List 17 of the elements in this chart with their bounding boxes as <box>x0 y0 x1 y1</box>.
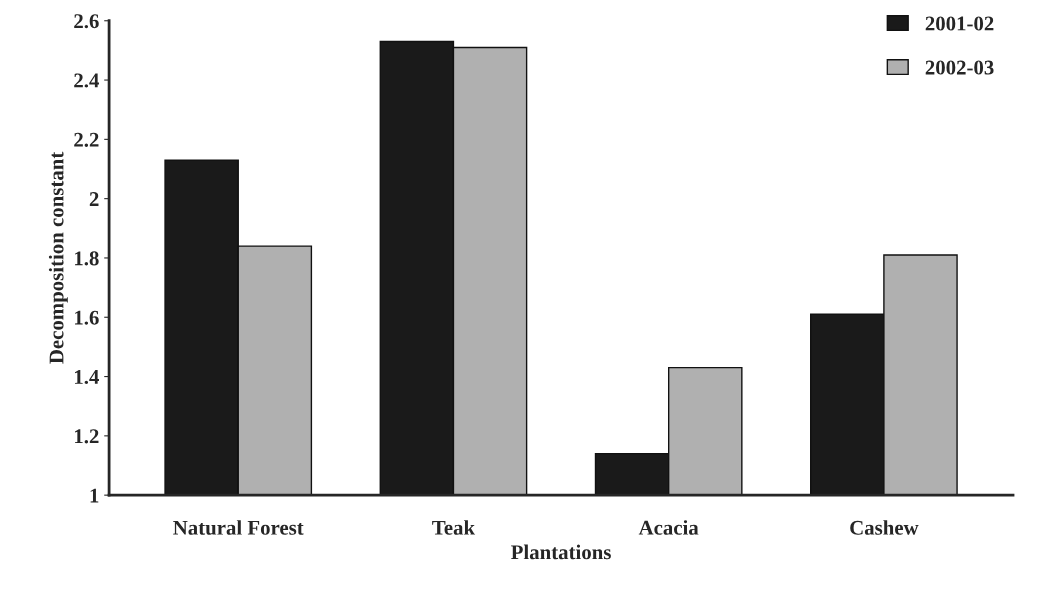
x-tick-label: Natural Forest <box>173 520 304 535</box>
y-tick-label: 1.8 <box>75 251 99 266</box>
y-tick-label: 1.2 <box>75 429 99 444</box>
y-tick-label: 2.6 <box>74 14 99 29</box>
legend-label: 2002-03 <box>925 60 994 75</box>
x-tick-label: Acacia <box>638 520 699 535</box>
y-tick-label: 2.4 <box>74 73 99 88</box>
y-tick-label: 2.2 <box>74 132 99 147</box>
y-tick-label: 1.6 <box>75 310 99 325</box>
y-axis-title: Decomposition constant <box>48 151 68 364</box>
x-tick-label: Teak <box>432 520 476 535</box>
y-tick-label: 1 <box>90 488 99 503</box>
x-axis-title: Plantations <box>511 544 611 560</box>
legend-label: 2001-02 <box>925 16 994 31</box>
y-tick-label: 2 <box>89 192 99 206</box>
y-tick-label: 1.4 <box>75 370 99 385</box>
x-tick-label: Cashew <box>850 520 919 535</box>
